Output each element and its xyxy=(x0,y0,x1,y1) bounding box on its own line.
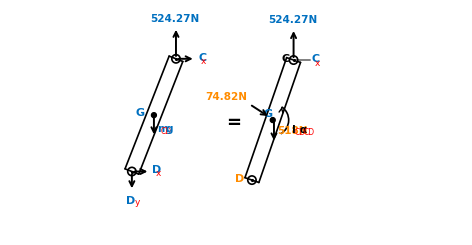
Text: 74.82N: 74.82N xyxy=(205,92,247,102)
Text: x: x xyxy=(155,170,161,178)
Text: C: C xyxy=(282,54,290,64)
Text: α: α xyxy=(300,125,307,135)
Text: D: D xyxy=(126,196,135,206)
Text: 524.27N: 524.27N xyxy=(150,13,199,24)
Text: I: I xyxy=(292,125,296,135)
Text: CD: CD xyxy=(295,128,306,137)
Text: CD: CD xyxy=(303,128,314,137)
Text: 524.27N: 524.27N xyxy=(268,15,317,25)
Text: x: x xyxy=(315,59,320,68)
Text: D: D xyxy=(236,174,244,184)
Text: y: y xyxy=(135,198,141,208)
Text: m: m xyxy=(157,124,168,134)
Text: 518N: 518N xyxy=(278,126,308,136)
Text: C: C xyxy=(198,53,206,62)
Text: D: D xyxy=(152,165,161,175)
Text: G: G xyxy=(263,109,272,119)
Text: C: C xyxy=(312,54,320,64)
Text: x: x xyxy=(201,58,207,66)
Text: =: = xyxy=(226,113,241,132)
Circle shape xyxy=(270,118,275,122)
Text: g: g xyxy=(166,124,173,134)
Text: G: G xyxy=(136,108,145,118)
Text: CD: CD xyxy=(160,127,171,135)
Circle shape xyxy=(152,113,156,118)
